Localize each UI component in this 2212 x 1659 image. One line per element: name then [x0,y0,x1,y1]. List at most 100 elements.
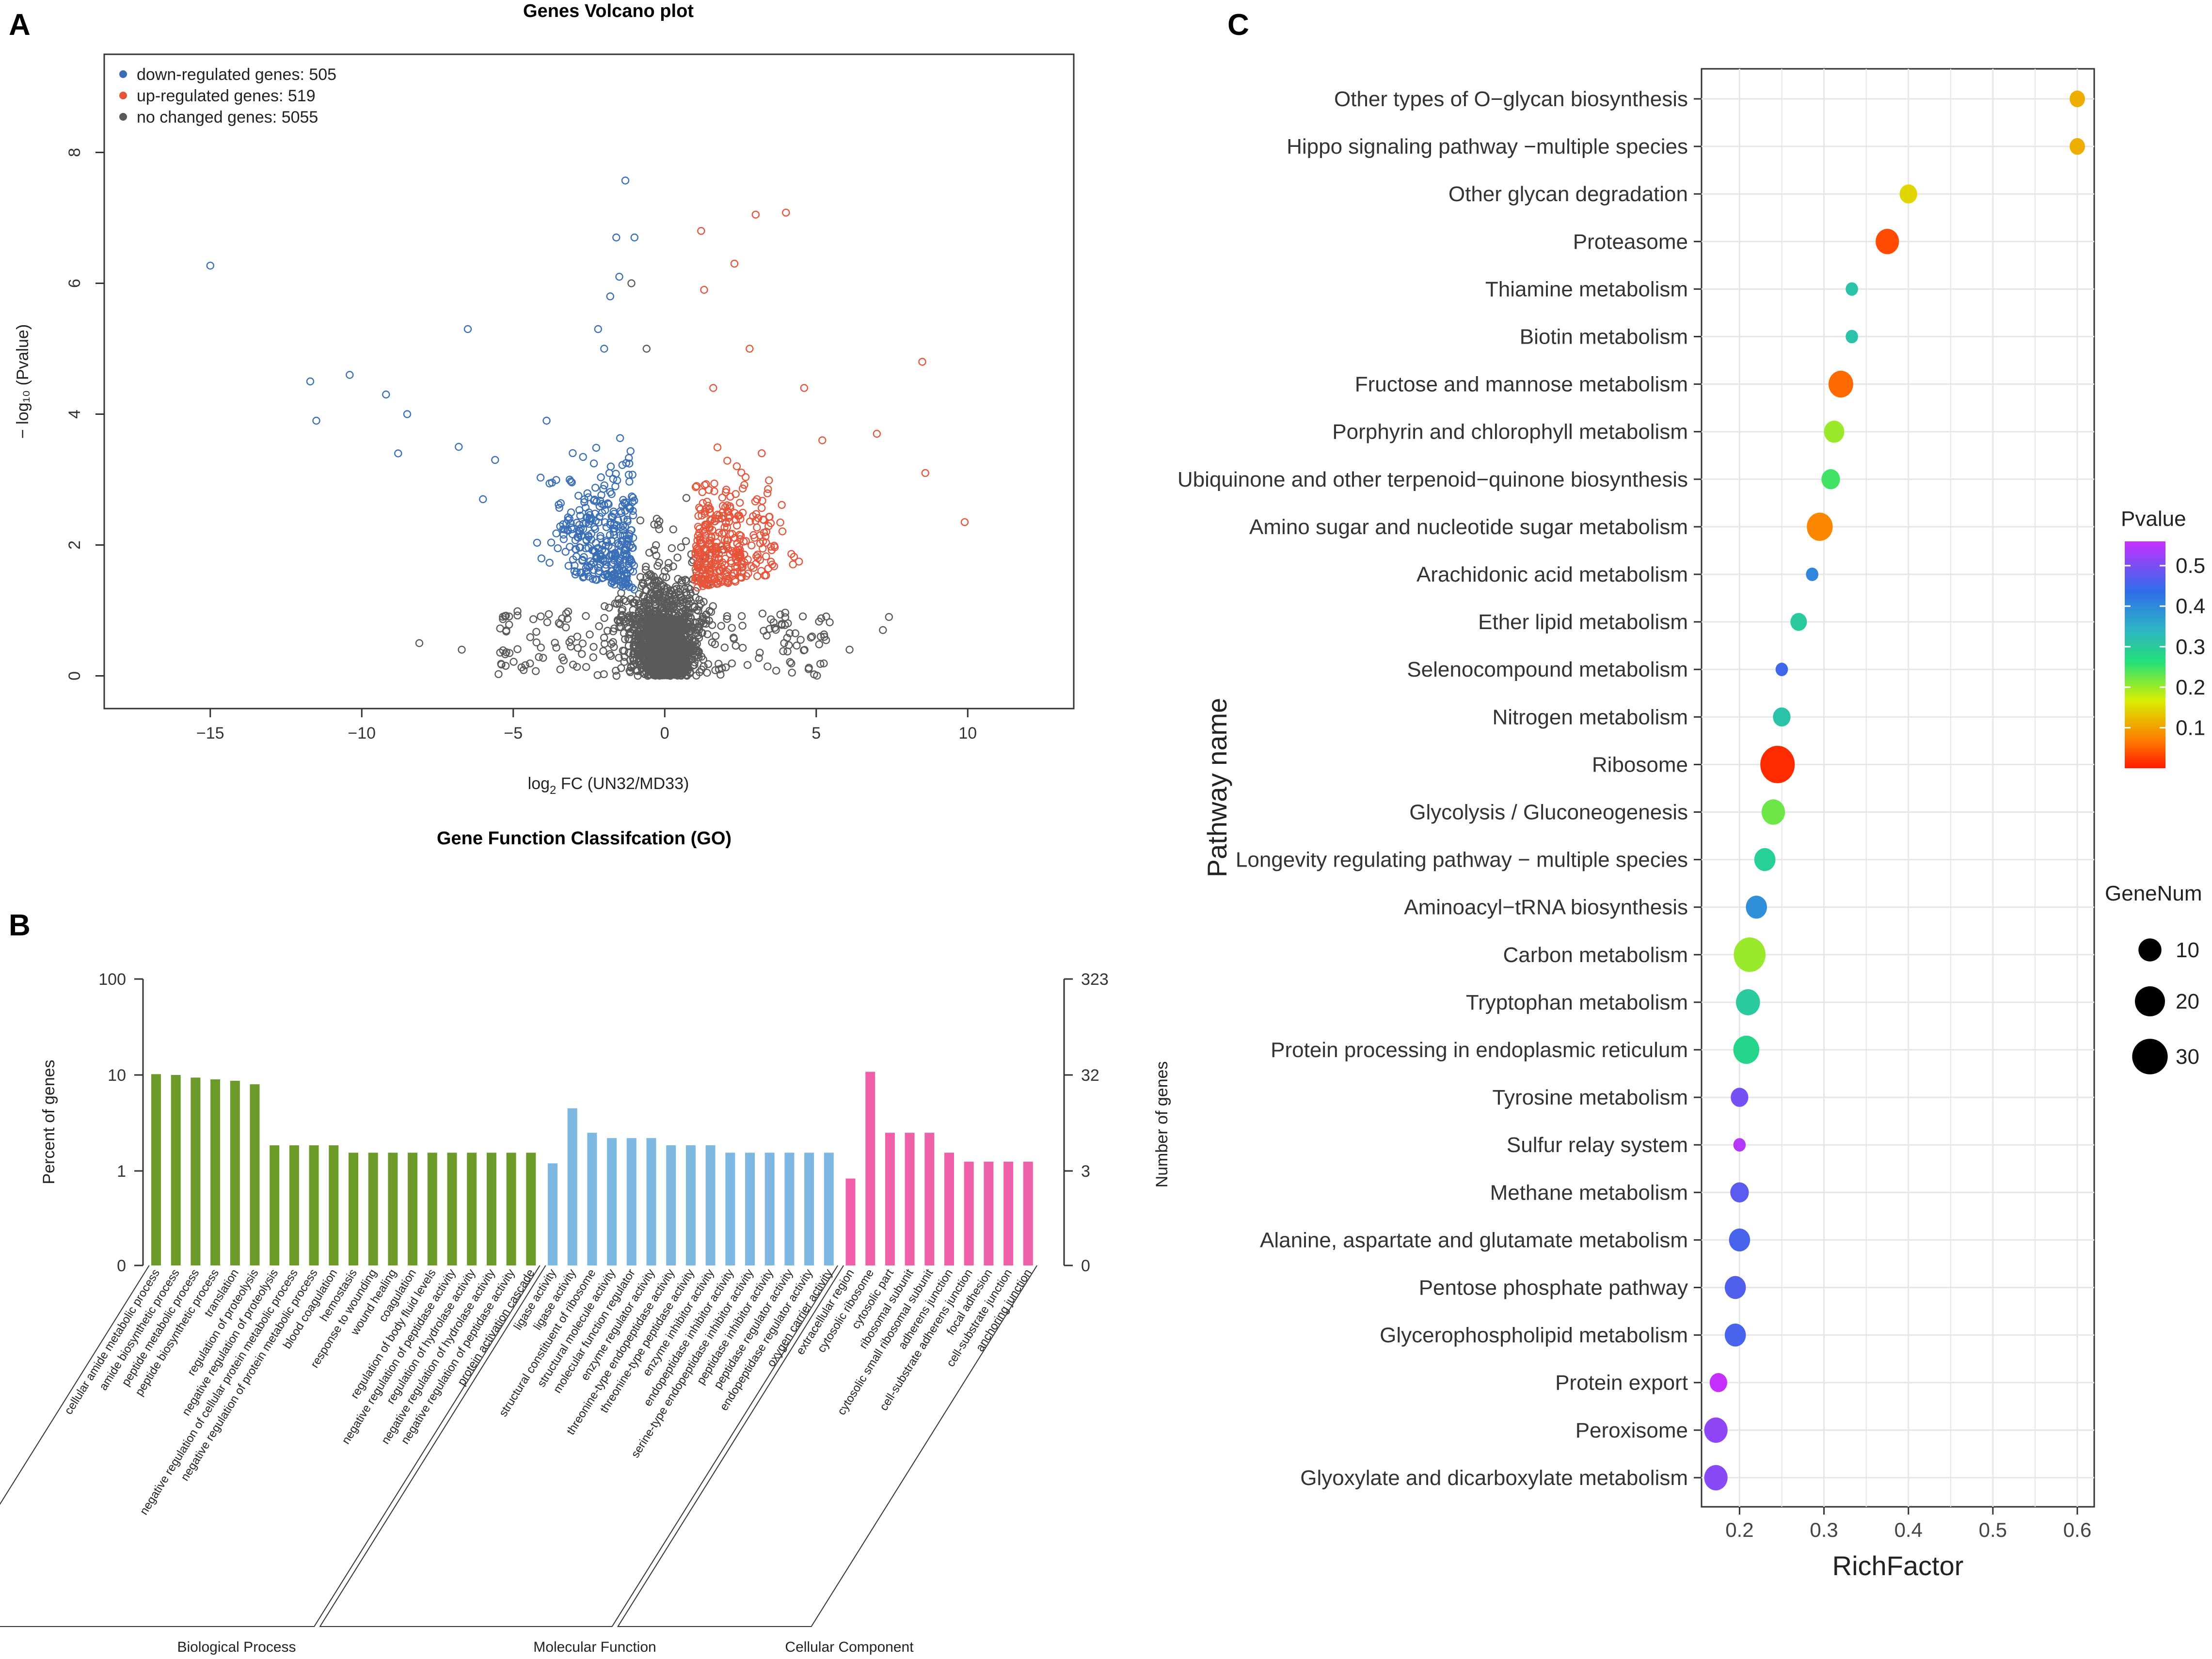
up-point [730,259,739,268]
nochange-point [707,608,716,616]
down-point [547,538,556,547]
nochange-point [626,668,635,677]
up-point [723,457,732,465]
go-bar [329,1145,339,1265]
go-bars [151,1072,1033,1265]
nochange-point [815,617,823,626]
nochange-point [691,637,700,646]
enrichment-pathway-label: Glycerophospholipid metabolism [1380,1324,1688,1347]
up-point [753,572,762,580]
nochange-point [685,594,694,602]
up-point [749,564,758,572]
enrichment-pathway-label: Fructose and mannose metabolism [1355,373,1688,396]
nochange-point [663,665,671,674]
up-point [741,473,750,481]
genenum-legend-dot [2132,1039,2168,1074]
go-bar [905,1133,915,1265]
nochange-point [798,612,807,621]
nochange-point [683,656,691,665]
down-point [629,511,637,520]
up-point [732,521,741,530]
enrichment-pathway-label: Other glycan degradation [1448,182,1688,206]
up-point [695,563,703,572]
up-point [753,523,761,532]
panel-letter-a: A [9,8,31,42]
volcano-y-tick-label: 8 [65,148,84,157]
nochange-point [569,661,577,669]
up-point [738,568,746,577]
go-bar [210,1079,221,1265]
nochange-point [684,584,692,592]
panel-letter-c: C [1227,8,1249,42]
legend-marker-down [119,70,127,78]
go-bar [626,1138,637,1265]
down-point [595,567,603,575]
nochange-point [673,553,682,562]
enrichment-point [1821,469,1840,490]
down-point [576,568,585,577]
nochange-point [820,659,828,668]
nochange-point [804,665,813,673]
nochange-point [807,633,815,642]
go-right-label: Number of genes [1153,1061,1171,1188]
nochange-point [521,661,529,669]
nochange-point [764,662,772,671]
nochange-point [708,621,716,629]
up-point [694,512,702,520]
up-point [701,521,710,530]
nochange-point [552,644,560,652]
go-group-label-cc: Cellular Component [785,1639,914,1655]
go-bar [250,1084,260,1265]
enrichment-pathway-label: Nitrogen metabolism [1493,705,1688,729]
down-point [626,447,635,455]
up-point [694,546,703,554]
nochange-point [634,650,643,659]
up-point [726,530,734,538]
nochange-point [698,629,706,637]
nochange-point [648,596,656,605]
nochange-point [669,562,677,570]
enrichment-panel: Other types of O−glycan biosynthesis Hipp… [1178,68,2205,1581]
panel-letter-b: B [9,909,31,942]
up-point [703,497,711,506]
up-point [732,462,741,471]
down-point [537,554,546,563]
nochange-point [633,666,641,675]
down-point [542,416,551,425]
nochange-point [637,639,646,648]
nochange-point [665,633,673,642]
nochange-point [642,661,651,670]
up-point [778,501,786,509]
up-point [704,576,713,584]
nochange-point [589,653,598,662]
enrichment-pathway-label: Protein export [1555,1371,1688,1395]
enrichment-x-axis: 0.2 0.3 0.4 0.5 0.6 [1725,1507,2091,1541]
nochange-point [728,624,736,632]
enrichment-pathway-label: Porphyrin and chlorophyll metabolism [1332,420,1688,444]
enrichment-points [1704,90,2085,1491]
down-point [607,490,616,498]
go-group-label-mf: Molecular Function [533,1639,656,1655]
nochange-point [730,634,738,643]
enrichment-pathway-label: Tryptophan metabolism [1466,991,1688,1014]
nochange-point [563,615,572,623]
enrichment-plot-frame [1701,68,2095,1508]
down-point [621,176,630,185]
down-point [611,482,620,490]
up-point [691,483,700,491]
nochange-point [544,610,553,618]
down-point [618,461,627,469]
up-point [694,532,702,540]
go-bar [964,1161,974,1265]
up-point [725,565,733,573]
down-point [604,499,612,507]
nochange-point [635,651,643,660]
go-right-tick-label: 32 [1081,1066,1099,1085]
down-point [597,473,605,481]
enrichment-y-label: Pathway name [1202,698,1232,877]
go-bar [725,1153,735,1265]
volcano-y-tick-label: 0 [65,671,84,680]
go-left-tick-label: 1 [117,1162,126,1181]
up-point [738,484,747,493]
